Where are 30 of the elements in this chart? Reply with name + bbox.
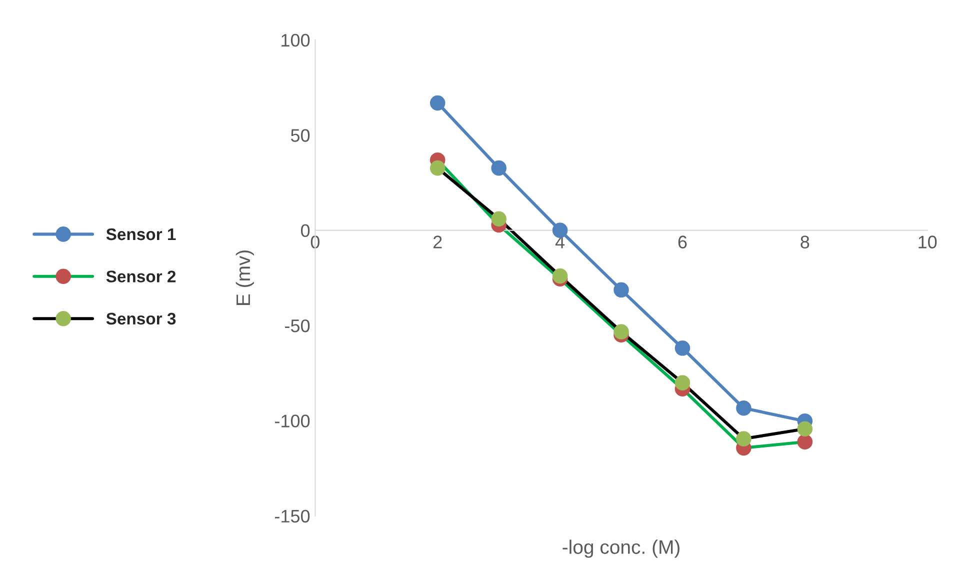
point (430, 160, 446, 176)
x-tick-label: 6 (678, 236, 687, 248)
y-axis-title: E (mv) (236, 250, 254, 305)
x-axis-title: -log conc. (M) (562, 540, 680, 558)
x-tick-label: 10 (918, 236, 937, 248)
point (430, 95, 446, 111)
point (614, 282, 629, 298)
y-tick-label: -150 (274, 510, 310, 523)
y-tick-label: -50 (285, 319, 310, 332)
x-tick-label: 8 (800, 236, 810, 248)
legend-label: Sensor 2 (106, 270, 176, 282)
y-tick-label: 100 (282, 34, 310, 47)
point (614, 324, 629, 340)
y-tick-label: 50 (290, 129, 310, 142)
legend-label: Sensor 3 (106, 312, 176, 325)
point (797, 434, 813, 450)
point (491, 211, 506, 227)
point (552, 268, 568, 284)
legend-label: Sensor 1 (106, 228, 176, 240)
point (674, 375, 690, 390)
point (736, 431, 752, 446)
y-tick-label: 0 (300, 224, 310, 238)
point (797, 421, 813, 437)
y-tick-label: -100 (274, 414, 310, 428)
point (736, 400, 752, 416)
point (674, 340, 690, 356)
x-tick-label: 0 (310, 236, 320, 248)
x-tick-label: 2 (434, 236, 442, 248)
point (491, 160, 506, 176)
point (552, 222, 568, 238)
